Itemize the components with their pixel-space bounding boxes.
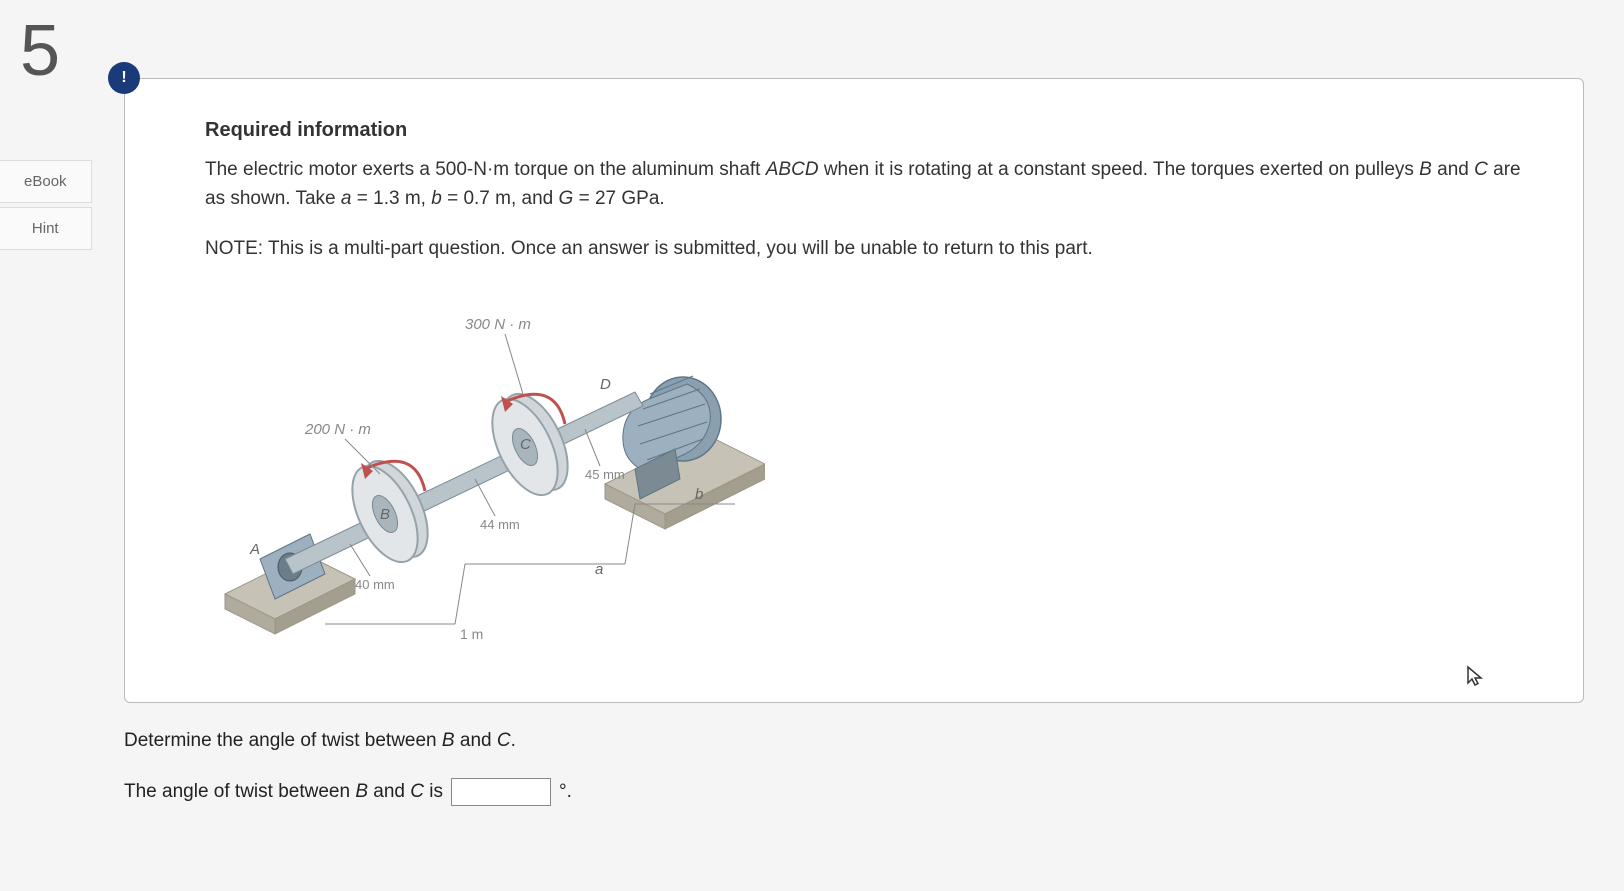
figure: 300 N · m 200 N · m D C B A 45 mm 44 mm … (205, 284, 1523, 654)
dim-extent-4 (625, 504, 635, 564)
angle-input[interactable] (451, 778, 551, 806)
label-C: C (520, 436, 531, 453)
label-D: D (600, 376, 611, 393)
hint-tab[interactable]: Hint (0, 207, 92, 250)
ebook-tab[interactable]: eBook (0, 160, 92, 203)
label-A: A (249, 541, 260, 558)
required-heading: Required information (205, 119, 1523, 142)
label-40mm: 40 mm (355, 577, 395, 592)
label-300nm: 300 N · m (465, 316, 531, 333)
leader-44 (475, 479, 495, 516)
text: and (1432, 159, 1474, 180)
text: The angle of twist between (124, 781, 355, 802)
text: G (559, 188, 574, 209)
answer-row: The angle of twist between B and C is °. (124, 778, 1584, 806)
text: a (341, 188, 352, 209)
label-1m: 1 m (460, 626, 483, 642)
label-B: B (380, 506, 390, 523)
text: = 27 GPa. (573, 188, 664, 209)
text: = 1.3 m, (351, 188, 431, 209)
label-45mm: 45 mm (585, 467, 625, 482)
answer-section: Determine the angle of twist between B a… (124, 730, 1584, 806)
text: . (511, 730, 516, 751)
leader-40 (350, 544, 370, 576)
text: C (410, 781, 424, 802)
label-b: b (695, 486, 703, 503)
text: b (431, 188, 442, 209)
text: is (424, 781, 443, 802)
shaft-diagram-svg: 300 N · m 200 N · m D C B A 45 mm 44 mm … (205, 284, 765, 654)
required-info-box: Required information The electric motor … (124, 78, 1584, 703)
question-number: 5 (20, 10, 60, 92)
alert-icon: ! (108, 62, 140, 94)
text: and (368, 781, 410, 802)
answer-label: The angle of twist between B and C is (124, 781, 443, 803)
note-text: NOTE: This is a multi-part question. Onc… (205, 235, 1523, 264)
problem-statement: The electric motor exerts a 500-N·m torq… (205, 156, 1523, 213)
leader-300 (505, 334, 523, 394)
side-tabs: eBook Hint (0, 160, 92, 254)
label-44mm: 44 mm (480, 517, 520, 532)
text: = 0.7 m, and (442, 188, 559, 209)
text: B (355, 781, 368, 802)
alert-symbol: ! (121, 69, 126, 87)
text: B (442, 730, 455, 751)
text: C (497, 730, 511, 751)
text: when it is rotating at a constant speed.… (819, 159, 1420, 180)
determine-prompt: Determine the angle of twist between B a… (124, 730, 1584, 752)
leader-45 (585, 429, 600, 466)
text: The electric motor exerts a 500-N·m torq… (205, 159, 766, 180)
text: C (1474, 159, 1488, 180)
text: and (455, 730, 497, 751)
text: ABCD (766, 159, 819, 180)
cursor-icon (1466, 665, 1484, 693)
text: Determine the angle of twist between (124, 730, 442, 751)
label-a: a (595, 561, 603, 578)
shaft (285, 392, 643, 574)
label-200nm: 200 N · m (304, 421, 371, 438)
text: B (1419, 159, 1432, 180)
unit-label: °. (559, 781, 572, 803)
dim-extent-2 (455, 564, 465, 624)
